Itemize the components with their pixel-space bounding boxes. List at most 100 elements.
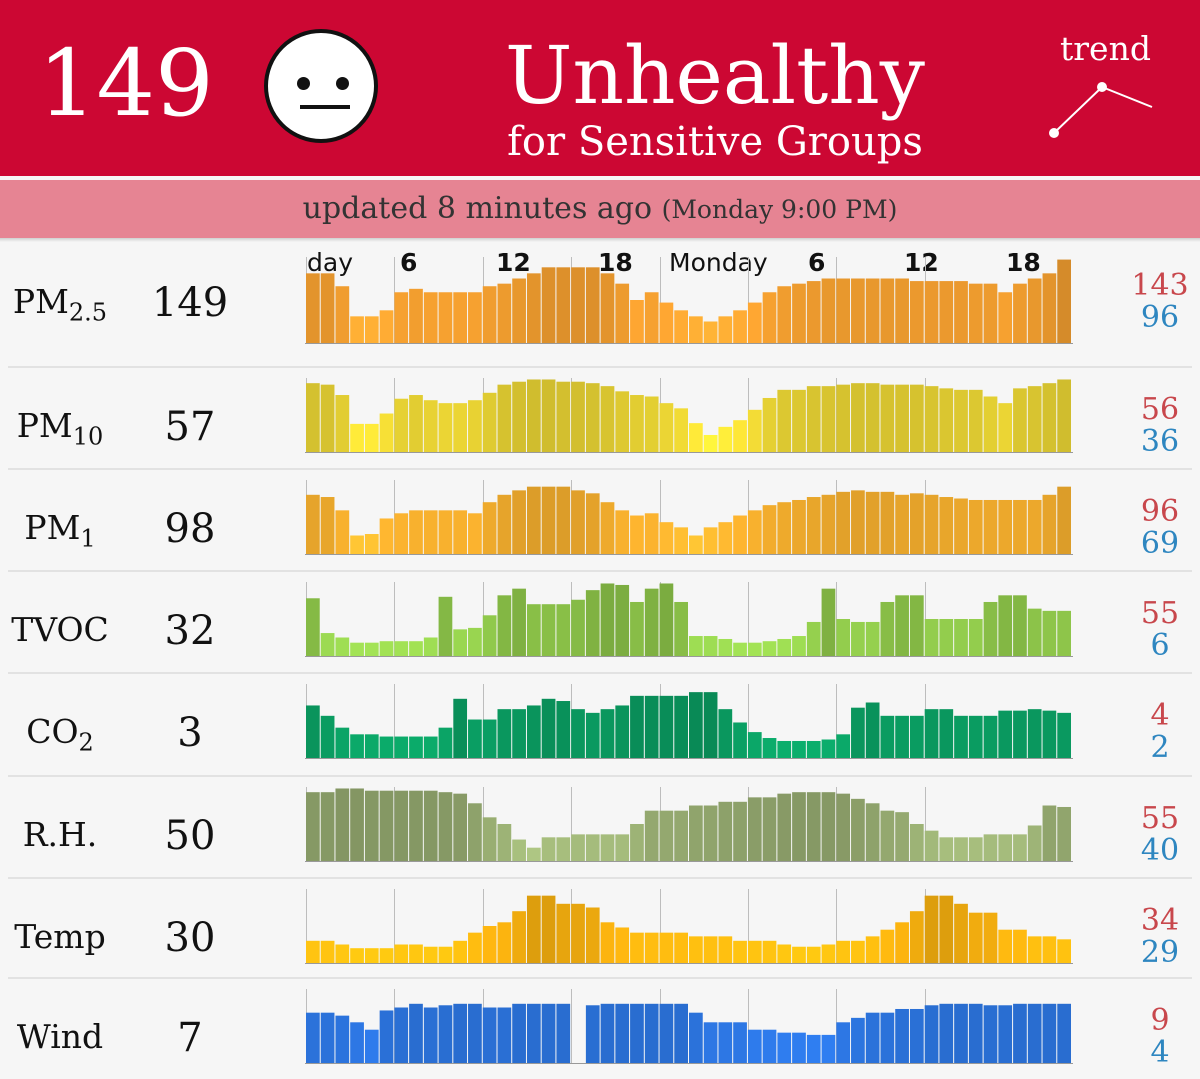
metric-row: Wind 7 9 4 [0, 977, 1200, 1079]
chart-bar [1057, 1003, 1071, 1063]
chart-bar [954, 281, 968, 343]
sparkline-chart [305, 787, 1073, 862]
chart-bar [453, 403, 468, 452]
chart-bar [497, 824, 512, 861]
chart-bar [909, 493, 924, 554]
chart-bar [350, 642, 364, 656]
chart-bar [718, 522, 733, 554]
chart-bar [659, 302, 674, 343]
chart-bar [954, 1003, 968, 1063]
chart-bar [718, 316, 733, 343]
chart-bar [836, 940, 851, 963]
chart-bar [674, 932, 688, 963]
chart-bar [909, 715, 924, 758]
chart-bar [998, 403, 1013, 452]
chart-bar [644, 932, 659, 963]
chart-bar [998, 834, 1013, 861]
chart-bar [983, 601, 998, 656]
chart-bar [512, 278, 526, 343]
chart-bar [364, 790, 379, 861]
chart-bar [350, 316, 364, 343]
chart-bar [983, 499, 998, 554]
chart-bar [541, 895, 556, 963]
chart-bar [1027, 386, 1042, 452]
chart-bar [512, 381, 526, 452]
chart-bar [512, 839, 526, 861]
chart-bar [468, 292, 482, 343]
chart-bar [792, 792, 806, 861]
chart-bar [335, 395, 350, 452]
chart-bar [512, 1003, 526, 1063]
chart-bar [851, 621, 865, 656]
chart-bar [379, 641, 394, 656]
chart-bar [526, 847, 541, 861]
chart-bar [350, 948, 364, 963]
chart-bar [571, 834, 585, 861]
chart-bar [806, 1034, 821, 1063]
chart-bar [895, 812, 909, 861]
chart-bar [379, 413, 394, 452]
chart-bar [762, 940, 777, 963]
metric-value: 149 [151, 280, 229, 326]
aqi-value: 149 [38, 30, 214, 137]
chart-bar [350, 734, 364, 758]
chart-bar [335, 727, 350, 758]
chart-bar [423, 1007, 438, 1063]
chart-bar [438, 946, 453, 963]
chart-bar [821, 944, 836, 963]
chart-bar [512, 588, 526, 656]
chart-bar [954, 903, 968, 963]
chart-bar [526, 486, 541, 554]
chart-bar [968, 1003, 983, 1063]
chart-bar [394, 1007, 409, 1063]
trend-label: trend [1060, 29, 1151, 68]
chart-bar [438, 1005, 453, 1063]
chart-bar [1057, 486, 1071, 554]
chart-bar [526, 705, 541, 758]
sparkline-chart [305, 257, 1073, 344]
trend-button[interactable]: trend [1040, 25, 1180, 155]
chart-bar [968, 619, 983, 656]
chart-bar [453, 940, 468, 963]
chart-bar [909, 824, 924, 861]
chart-bar [1057, 712, 1071, 758]
metric-label-main: TVOC [11, 610, 109, 649]
chart-bar [718, 709, 733, 758]
chart-bar [364, 1029, 379, 1063]
chart-bar [320, 497, 335, 554]
metric-value: 50 [164, 813, 216, 859]
chart-bar [394, 790, 409, 861]
tick-label: 12 [904, 248, 939, 277]
chart-bar [644, 810, 659, 861]
chart-bar [703, 936, 718, 963]
tick-label: 12 [496, 248, 531, 277]
chart-bar [968, 389, 983, 452]
chart-bar [689, 692, 703, 758]
chart-bar [497, 283, 512, 343]
metric-label-main: R.H. [22, 815, 98, 854]
chart-bar [939, 709, 954, 758]
chart-bar [880, 491, 895, 554]
chart-bar [630, 300, 644, 343]
chart-bar [777, 1032, 792, 1063]
chart-bar [1027, 825, 1042, 861]
chart-bar [453, 292, 468, 343]
chart-bar [836, 793, 851, 861]
chart-bar [806, 497, 821, 554]
chart-bar [895, 278, 909, 343]
chart-bar [615, 927, 630, 963]
chart-bar [836, 734, 851, 758]
chart-bar [806, 386, 821, 452]
metric-row: PM2.5 149 143 96 [0, 242, 1200, 344]
chart-bar [836, 491, 851, 554]
chart-bar [880, 810, 895, 861]
chart-bar [497, 709, 512, 758]
chart-bar [1027, 278, 1042, 343]
chart-bar [792, 283, 806, 343]
metric-high: 55 [1140, 596, 1180, 631]
chart-bar [1013, 388, 1027, 452]
chart-bar [777, 286, 792, 343]
chart-bar [423, 736, 438, 758]
chart-bar [689, 805, 703, 861]
chart-bar [556, 701, 571, 758]
